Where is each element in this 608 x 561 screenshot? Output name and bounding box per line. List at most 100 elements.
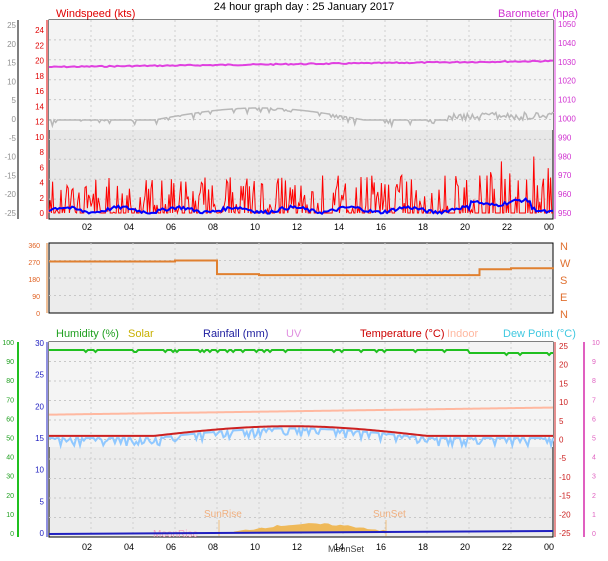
uv-tick-label: 10 — [592, 340, 600, 347]
humidity-tick-label: 0 — [10, 531, 14, 538]
wind-tick-label: 22 — [35, 41, 44, 50]
temp-tick-label: -20 — [559, 510, 571, 519]
x-tick-label: 20 — [460, 222, 470, 232]
baro-tick-label: 1020 — [558, 77, 576, 86]
gray-tick-label: -15 — [4, 171, 16, 180]
barometer-label: Barometer (hpa) — [498, 8, 578, 20]
temp-tick-label: 20 — [559, 361, 568, 370]
baro-tick-label: 1040 — [558, 39, 576, 48]
compass-label: W — [560, 258, 571, 270]
humidity-tick-label: 80 — [6, 378, 14, 385]
gray-tick-label: 10 — [7, 77, 16, 86]
temp-tick-label: -25 — [559, 529, 571, 538]
chart-title: 24 hour graph day : 25 January 2017 — [213, 1, 395, 13]
dir-tick-label: 360 — [28, 243, 40, 250]
humidity-line — [49, 348, 553, 357]
x-tick-label: 22 — [502, 222, 512, 232]
uv-label: UV — [286, 328, 302, 340]
gray-tick-label: -5 — [9, 134, 17, 143]
temp-x-ticks: 02 04 06 08 10 12 14 16 18 20 22 00 — [82, 542, 554, 552]
wind-tick-label: 6 — [40, 163, 45, 172]
rain-tick-label: 5 — [40, 497, 45, 506]
gray-line — [49, 106, 554, 129]
rain-tick-label: 25 — [35, 371, 44, 380]
temp-grid — [49, 342, 553, 537]
solar-label: Solar — [128, 328, 154, 340]
x-tick-label: 14 — [334, 542, 344, 552]
humidity-tick-label: 20 — [6, 493, 14, 500]
x-tick-label: 16 — [376, 222, 386, 232]
rain-ticks: 30 25 20 15 10 5 0 — [35, 339, 44, 538]
compass-label: S — [560, 275, 567, 287]
compass-label: N — [560, 241, 568, 253]
baro-tick-label: 1030 — [558, 58, 576, 67]
x-tick-label: 18 — [418, 542, 428, 552]
compass-label: E — [560, 292, 567, 304]
dir-line — [49, 259, 554, 277]
temp-tick-label: -15 — [559, 492, 571, 501]
dir-tick-label: 0 — [36, 311, 40, 318]
wind-tick-label: 16 — [35, 87, 44, 96]
wind-panel: Windspeed (kts) Barometer (hpa) 24222018… — [4, 8, 578, 232]
baro-tick-label: 1050 — [558, 20, 576, 29]
baro-tick-label: 1010 — [558, 96, 576, 105]
indoor-line — [48, 406, 554, 416]
x-tick-label: 02 — [82, 222, 92, 232]
uv-tick-label: 3 — [592, 474, 596, 481]
humidity-label: Humidity (%) — [56, 328, 119, 340]
uv-tick-label: 8 — [592, 378, 596, 385]
humidity-tick-label: 30 — [6, 474, 14, 481]
humidity-tick-label: 40 — [6, 455, 14, 462]
moonset-label: MoonSet — [328, 544, 365, 554]
baro-tick-label: 970 — [558, 171, 572, 180]
dewpoint-label: Dew Point (°C) — [503, 328, 576, 340]
wind-tick-label: 10 — [35, 133, 44, 142]
wind-tick-label: 4 — [40, 179, 45, 188]
wind-tick-label: 18 — [35, 72, 44, 81]
humidity-tick-label: 50 — [6, 436, 14, 443]
uv-tick-label: 6 — [592, 416, 596, 423]
gray-tick-label: 5 — [12, 96, 17, 105]
rain-tick-label: 20 — [35, 402, 44, 411]
x-tick-label: 10 — [250, 222, 260, 232]
x-tick-label: 18 — [418, 222, 428, 232]
dir-tick-label: 180 — [28, 277, 40, 284]
wind-grid — [49, 20, 553, 219]
wind-tick-label: 12 — [35, 118, 44, 127]
temp-plot-upper — [49, 342, 553, 447]
x-tick-label: 06 — [166, 542, 176, 552]
dir-tick-label: 270 — [28, 260, 40, 267]
temp-ticks: 25 20 15 10 5 0 -5 -10 -15 -20 -25 — [559, 342, 571, 538]
windspeed-label: Windspeed (kts) — [56, 8, 135, 20]
x-tick-label: 08 — [208, 222, 218, 232]
sunset-label: SunSet — [373, 509, 406, 520]
temp-tick-label: 15 — [559, 379, 568, 388]
temp-tick-label: 10 — [559, 398, 568, 407]
uv-tick-label: 5 — [592, 436, 596, 443]
humidity-tick-label: 60 — [6, 416, 14, 423]
humidity-tick-label: 90 — [6, 359, 14, 366]
temp-tick-label: 5 — [559, 417, 564, 426]
x-tick-label: 10 — [250, 542, 260, 552]
baro-tick-label: 990 — [558, 133, 572, 142]
uv-tick-label: 4 — [592, 455, 596, 462]
gray-tick-label: -20 — [4, 190, 16, 199]
x-tick-label: 04 — [124, 222, 134, 232]
x-tick-label: 20 — [460, 542, 470, 552]
wind-tick-label: 2 — [40, 194, 45, 203]
gray-ticks: 25 20 15 10 5 0 -5 -10 -15 -20 -25 — [4, 21, 16, 218]
x-tick-label: 16 — [376, 542, 386, 552]
avg-wind-line — [48, 197, 554, 216]
baro-tick-label: 960 — [558, 190, 572, 199]
temp-tick-label: 25 — [559, 342, 568, 351]
baro-tick-label: 1000 — [558, 115, 576, 124]
uv-tick-label: 2 — [592, 493, 596, 500]
baro-tick-label: 950 — [558, 209, 572, 218]
x-tick-label: 06 — [166, 222, 176, 232]
gray-tick-label: 0 — [12, 115, 17, 124]
temp-panel: Humidity (%) Solar Rainfall (mm) UV Temp… — [2, 328, 600, 554]
